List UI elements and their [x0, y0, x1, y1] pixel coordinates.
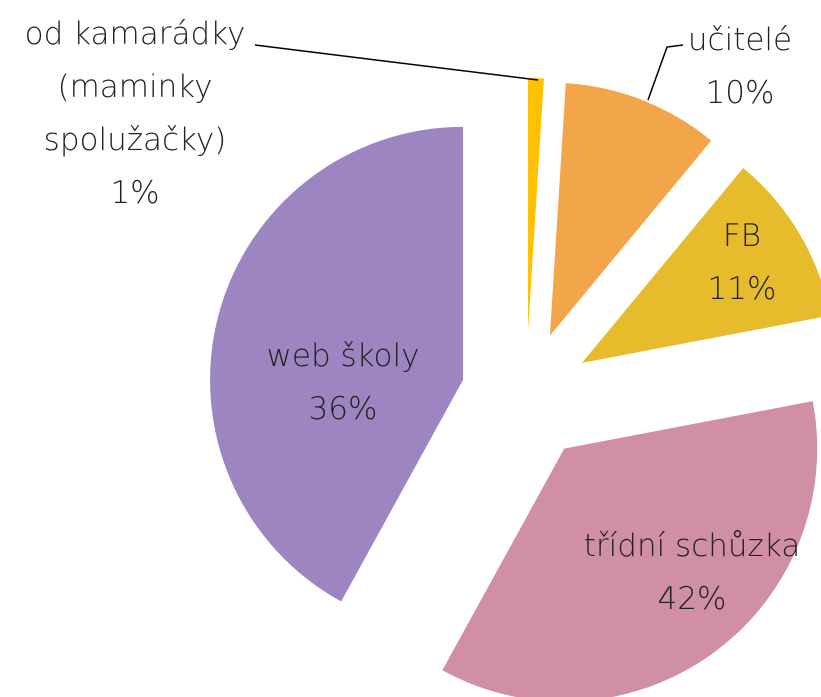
pie-slice [528, 78, 544, 332]
pie-slice [442, 401, 818, 697]
category-label: od kamarádky (maminky spolužačky) [24, 16, 246, 158]
slice-label: učitelé 10% [670, 14, 810, 120]
category-label: učitelé [687, 22, 793, 58]
category-label: třídní schůzka [583, 528, 801, 564]
slice-label: od kamarádky (maminky spolužačky) 1% [5, 8, 265, 220]
category-label: FB [722, 218, 762, 254]
pie-slice [210, 126, 464, 602]
category-label: web školy [266, 338, 420, 374]
value-label: 42% [657, 581, 727, 617]
slice-label: FB 11% [672, 210, 812, 316]
value-label: 10% [705, 75, 775, 111]
value-label: 36% [308, 391, 378, 427]
pie-slice [549, 83, 712, 336]
slice-label: web školy 36% [193, 330, 493, 436]
pie-slice [581, 167, 821, 363]
leader-line [647, 44, 684, 101]
slice-label: třídní schůzka 42% [582, 520, 802, 626]
value-label: 11% [707, 271, 777, 307]
value-label: 1% [110, 175, 160, 211]
leader-line [254, 44, 539, 81]
